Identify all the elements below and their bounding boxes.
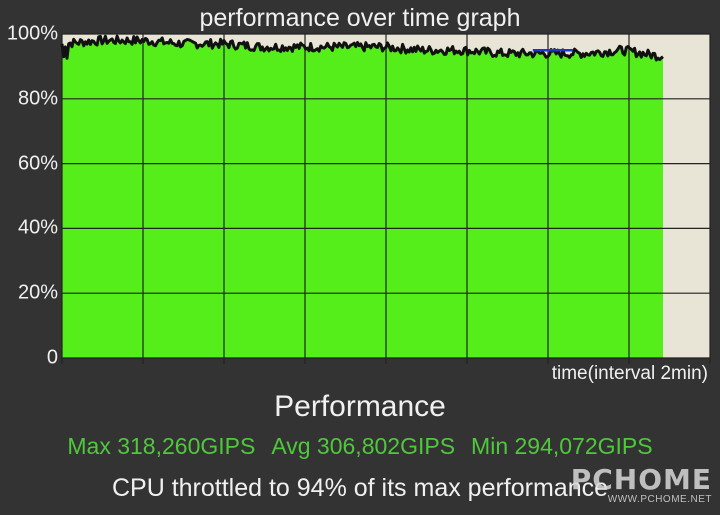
avg-stat: Avg 306,802GIPS (271, 433, 456, 459)
performance-chart (60, 33, 711, 364)
max-stat: Max 318,260GIPS (67, 433, 256, 459)
y-tick-label: 0 (46, 346, 58, 369)
pchome-watermark: PCHOME WWW.PCHOME.NET (570, 463, 712, 506)
y-tick-label: 80% (17, 87, 58, 110)
watermark-logo: PCHOME (570, 463, 712, 496)
performance-area (62, 36, 663, 358)
y-tick-label: 20% (17, 281, 58, 304)
performance-heading: Performance (274, 390, 446, 423)
x-axis-label: time(interval 2min) (551, 363, 708, 384)
chart-title: performance over time graph (199, 4, 521, 32)
y-tick-label: 40% (17, 216, 58, 239)
y-tick-label: 60% (17, 152, 58, 175)
y-tick-label: 100% (6, 22, 58, 45)
watermark-url: WWW.PCHOME.NET (607, 494, 712, 505)
stats-row: Max 318,260GIPS Avg 306,802GIPS Min 294,07… (0, 433, 720, 460)
grid-lines (61, 33, 711, 364)
throttle-summary: CPU throttled to 94% of its max performa… (111, 474, 609, 502)
min-stat: Min 294,072GIPS (471, 433, 653, 459)
